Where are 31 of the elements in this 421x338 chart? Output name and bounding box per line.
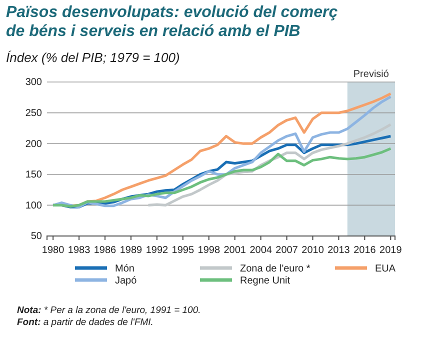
legend-label: Món: [115, 264, 134, 274]
legend-label: Regne Unit: [240, 276, 290, 286]
text: Font: a partir de dades de l'FMI.: [17, 317, 154, 328]
x-tick-label: 1995: [172, 245, 194, 256]
y-tick-label: 250: [25, 108, 42, 119]
legend-label: Japó: [115, 276, 138, 286]
x-tick-label: 1986: [94, 245, 117, 256]
x-tick-label: 1992: [146, 245, 168, 256]
y-tick-label: 100: [25, 200, 42, 212]
x-tick-label: 1989: [120, 245, 143, 256]
y-tick-label: 50: [30, 231, 42, 242]
x-tick-label: 2007: [276, 245, 298, 256]
x-tick-label: 2013: [328, 245, 350, 256]
x-tick-label: 2010: [302, 245, 324, 256]
y-tick-label: 150: [25, 170, 42, 181]
band-label: Previsió: [353, 69, 390, 80]
chart-title: Països desenvolupats: evolució del comerç de béns i serveis en relació amb el PIB: [6, 4, 338, 40]
legend-label: Zona de l'euro *: [240, 264, 310, 274]
x-tick-label: 2019: [380, 245, 402, 256]
x-tick-label: 2001: [224, 245, 246, 256]
x-tick-label: 1980: [42, 245, 65, 256]
y-tick-label: 300: [25, 77, 42, 88]
y-tick-label: 200: [25, 138, 42, 150]
legend-label: EUA: [375, 264, 396, 274]
x-tick-label: 1998: [198, 245, 220, 256]
x-tick-label: 2004: [250, 245, 272, 256]
y-axis-title: Índex (% del PIB; 1979 = 100): [6, 50, 180, 65]
text: Nota: * Per a la zona de l'euro, 1991 = 100.: [17, 305, 201, 316]
x-tick-label: 2016: [354, 245, 376, 256]
line-series: [52, 147, 392, 208]
x-tick-label: 1983: [68, 245, 91, 256]
